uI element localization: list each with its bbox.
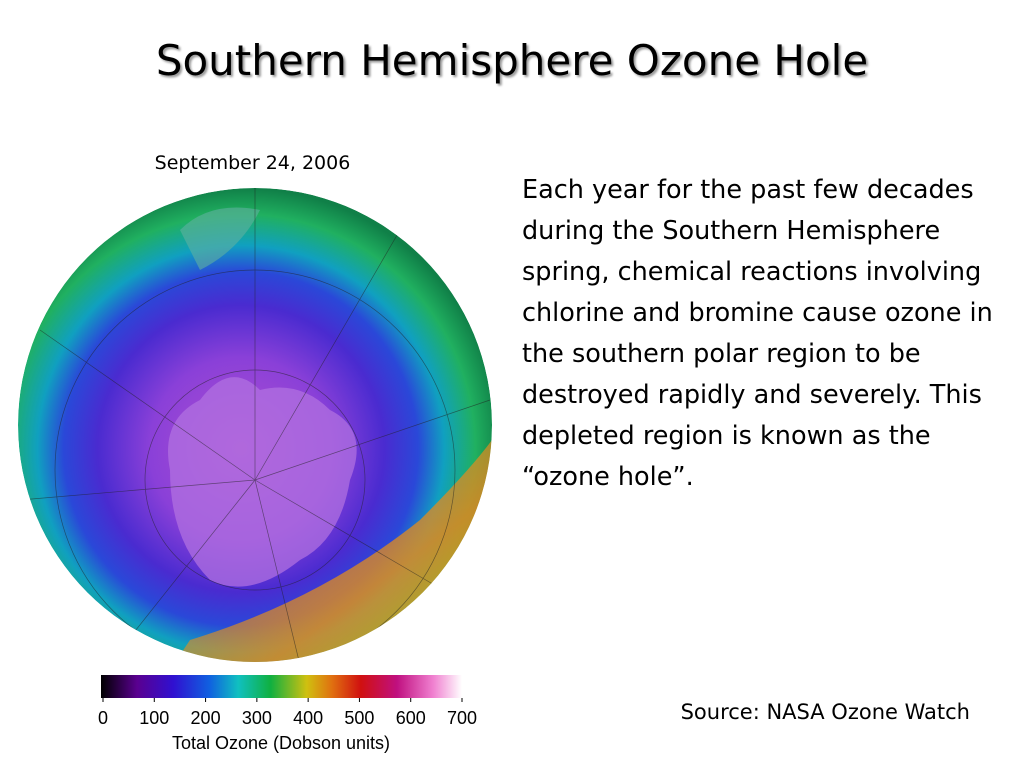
colorbar-tick-label: 300 (242, 708, 272, 728)
slide-title: Southern Hemisphere Ozone Hole (155, 36, 869, 85)
colorbar-tick-label: 0 (98, 708, 108, 728)
colorbar-tick-label: 700 (447, 708, 477, 728)
colorbar-tick-label: 100 (139, 708, 169, 728)
colorbar-tick-label: 200 (191, 708, 221, 728)
image-date: September 24, 2006 (154, 152, 351, 174)
ozone-figure: Total Ozone (Dobson units) 0 100 200 300 400… (18, 188, 492, 753)
colorbar (101, 675, 462, 698)
globe (18, 188, 492, 662)
colorbar-tick-label: 600 (396, 708, 426, 728)
colorbar-label: Total Ozone (Dobson units) (172, 733, 390, 753)
source: Source: NASA Ozone Watch (680, 700, 970, 724)
colorbar-tick-label: 500 (344, 708, 374, 728)
colorbar-tick-label: 400 (293, 708, 323, 728)
body-text: Each year for the past few decades durin… (522, 175, 993, 492)
